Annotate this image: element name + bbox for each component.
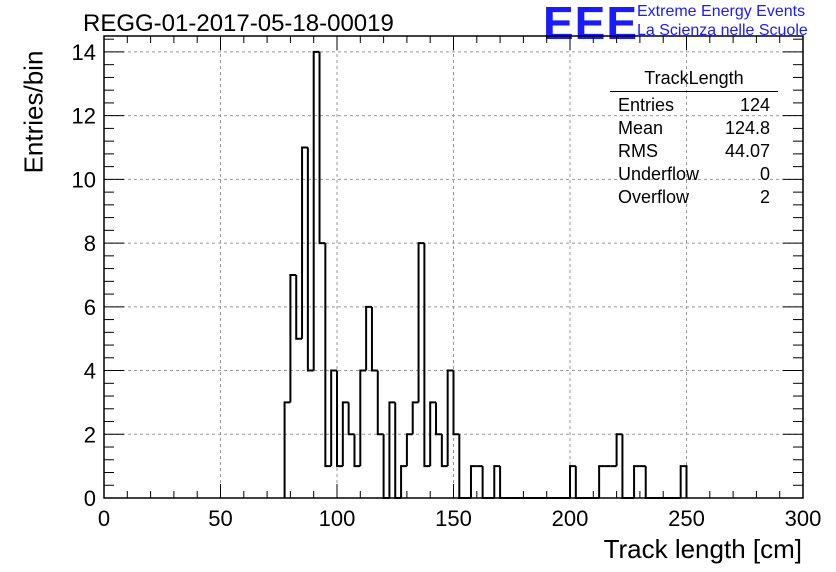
stats-row: RMS 44.07 (610, 140, 778, 163)
y-tick-label: 8 (84, 231, 96, 256)
x-tick-label: 250 (668, 506, 705, 531)
histogram-bin (347, 402, 355, 436)
histogram-bin (330, 369, 337, 467)
histogram-bin (417, 242, 425, 403)
histogram-bin (452, 370, 460, 436)
y-tick-label: 6 (84, 295, 96, 320)
histogram-bin (469, 465, 477, 498)
histogram-bin (615, 433, 623, 467)
histogram-bin (301, 146, 308, 339)
histogram-bin (621, 434, 629, 499)
stats-value: 44.07 (724, 141, 770, 161)
histogram-bin (370, 306, 378, 372)
logo-line-2: La Scienza nelle Scuole (637, 22, 808, 39)
histogram-bin (289, 273, 297, 403)
y-tick-label: 2 (84, 422, 96, 447)
histogram-bin (423, 243, 431, 468)
stats-row: Underflow 0 (610, 163, 778, 186)
y-axis-label: Entries/bin (18, 50, 49, 174)
x-tick-label: 200 (552, 506, 589, 531)
histogram-bin (633, 465, 640, 498)
histogram-bin (440, 434, 448, 468)
y-tick-label: 10 (72, 167, 96, 192)
histogram-bin (306, 147, 314, 372)
stats-value: 0 (759, 164, 770, 184)
y-tick-label: 12 (72, 104, 96, 129)
histogram-bin (400, 465, 407, 498)
histogram-bin (429, 401, 437, 467)
stats-value: 124 (739, 95, 770, 115)
stats-box: TrackLength Entries 124 Mean 124.8 RMS 44.07 U… (610, 68, 778, 209)
histogram-bin (324, 243, 332, 468)
histogram-title: REGG-01-2017-05-18-00019 (83, 10, 394, 37)
histogram-bin (376, 370, 384, 436)
stats-label: Overflow (618, 187, 690, 207)
stats-value: 2 (759, 187, 770, 207)
histogram-bin (336, 370, 343, 468)
eee-logo: EEE (543, 0, 639, 49)
stats-label: RMS (618, 141, 658, 161)
stats-name: TrackLength (610, 68, 778, 92)
y-tick-label: 4 (84, 359, 96, 384)
histogram-bin (283, 401, 291, 498)
stats-rows: Entries 124 Mean 124.8 RMS 44.07 Underflow 0 Ove… (610, 94, 778, 209)
histogram-bin (359, 369, 367, 467)
x-axis-label: Track length [cm] (603, 534, 802, 564)
histogram-bin (405, 433, 413, 467)
histogram-bin (388, 401, 396, 498)
x-tick-label: 50 (208, 506, 232, 531)
histogram-bin (446, 369, 454, 467)
stats-label: Underflow (618, 164, 700, 184)
histogram-bin (295, 274, 303, 340)
histogram-bin (435, 402, 442, 436)
stats-row: Overflow 2 (610, 186, 778, 209)
histogram-bin (493, 465, 501, 498)
logo-line-1: Extreme Energy Events (637, 3, 806, 20)
histogram-bin (318, 51, 326, 245)
x-tick-label: 100 (319, 506, 356, 531)
histogram-bin (353, 434, 361, 468)
x-tick-label: 150 (435, 506, 472, 531)
stats-label: Entries (618, 95, 675, 115)
histogram-bin (411, 401, 419, 435)
histogram-bin (574, 466, 582, 499)
x-tick-label: 300 (785, 506, 822, 531)
histogram-bin (499, 466, 506, 499)
histogram-bin (679, 465, 688, 498)
histogram-bin (312, 50, 320, 371)
stats-label: Mean (618, 118, 664, 138)
histogram-bin (644, 466, 652, 499)
y-tick-label: 14 (72, 40, 96, 65)
stats-row: Entries 124 (610, 94, 778, 117)
y-tick-label: 0 (84, 486, 96, 511)
histogram-bin (458, 434, 466, 499)
x-tick-label: 0 (98, 506, 110, 531)
histogram-bin (481, 466, 489, 499)
histogram-bin (598, 465, 605, 498)
eee-logo-caption: Extreme Energy Events La Scienza nelle S… (637, 2, 808, 40)
histogram-bin (365, 305, 372, 371)
histogram-bin (341, 401, 349, 467)
stats-value: 124.8 (724, 118, 770, 138)
stats-row: Mean 124.8 (610, 117, 778, 140)
